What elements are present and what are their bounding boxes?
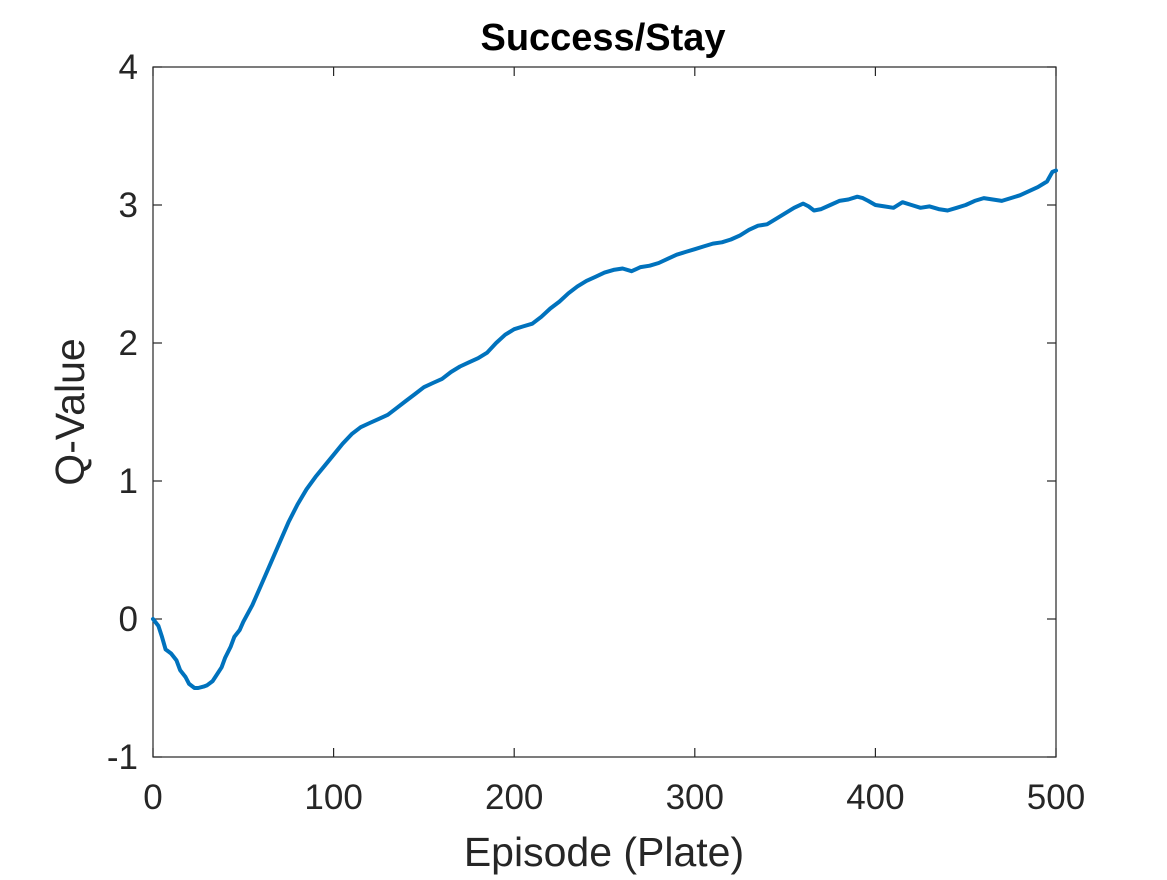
series-line — [151, 168, 1058, 690]
x-tick-label: 200 — [485, 778, 543, 817]
x-tick-label: 500 — [1027, 778, 1085, 817]
y-tick-label: 0 — [119, 600, 138, 639]
series-layer — [151, 168, 1058, 690]
y-tick-label: 1 — [119, 462, 138, 501]
x-axis-label: Episode (Plate) — [464, 829, 744, 875]
y-tick-label: 2 — [119, 324, 138, 363]
y-tick-label: 4 — [119, 48, 138, 87]
y-tick-label: 3 — [119, 186, 138, 225]
plot-area — [152, 66, 1057, 758]
x-tick-label: 0 — [143, 778, 162, 817]
y-tick-label: -1 — [107, 738, 138, 777]
x-tick-label: 400 — [846, 778, 904, 817]
x-tick-label: 100 — [304, 778, 362, 817]
x-tick-label: 300 — [666, 778, 724, 817]
y-axis-label: Q-Value — [47, 338, 93, 485]
chart-title: Success/Stay — [480, 17, 725, 59]
